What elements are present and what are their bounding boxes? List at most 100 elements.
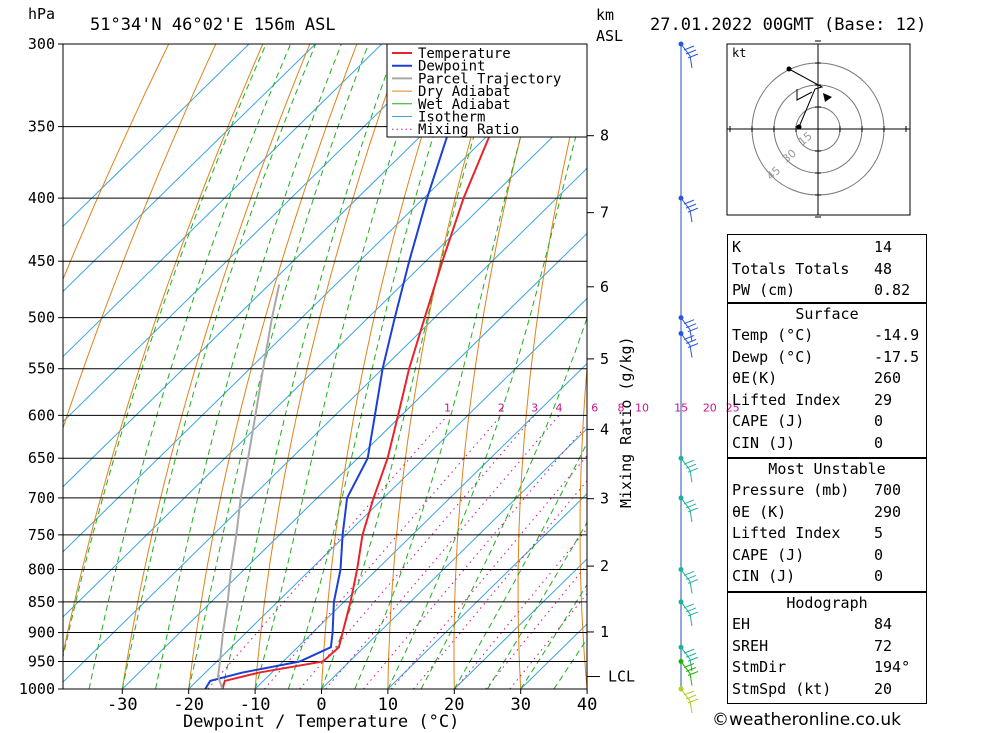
hodograph-row: EH 84 [732, 615, 893, 633]
wind-barb-feather [683, 690, 695, 696]
most-unstable-row: Pressure (mb) 700 [732, 481, 902, 499]
footer-site: weatheronline.co.uk [729, 710, 902, 730]
hodograph-point [796, 124, 802, 130]
wind-barb-shaft [680, 317, 693, 342]
isotherm-line [121, 232, 587, 689]
wind-barb-feather [683, 570, 695, 576]
mixing-ratio-label: 2 [498, 401, 505, 414]
dry-adiabat-line [63, 44, 217, 430]
pressure-unit-label: hPa [28, 5, 55, 23]
mixing-ratio-line [363, 423, 587, 689]
mixing-ratio-label: 1 [444, 401, 451, 414]
wind-barb-shaft [680, 457, 693, 483]
wind-barb-shaft [680, 601, 693, 627]
wind-barb-feather [683, 199, 695, 205]
wind-barb-feather [685, 694, 697, 700]
legend-box [386, 43, 588, 138]
wind-barb-feather [683, 45, 695, 51]
dewpoint-line [204, 44, 503, 689]
y-tick-label: 800 [28, 560, 55, 578]
km-tick-label: 4 [600, 420, 609, 438]
wind-barb [680, 43, 699, 69]
y-tick-label: 900 [28, 624, 55, 642]
x-tick-label: -10 [240, 695, 271, 715]
km-tick-label: 8 [600, 127, 609, 145]
y-tick-label: 650 [28, 449, 55, 467]
y-axis-ticks: 300 350 400 450 500 550 600 650 700 750 800 850 900 9… [19, 35, 63, 698]
wind-barb-feather [685, 652, 697, 658]
surface-row: Dewp (°C) -17.5 [732, 347, 920, 366]
parcel-trajectory-line [216, 284, 281, 689]
datetime-title: 27.01.2022 00GMT (Base: 12) [650, 15, 926, 35]
wet-adiabat-line [453, 441, 587, 689]
x-axis-ticks: -30 -20 -10 0 10 20 30 40 [107, 689, 597, 715]
wind-barb-feather [685, 323, 697, 329]
wet-adiabat-line [420, 316, 587, 689]
wet-adiabat-line [287, 44, 463, 689]
index-row-pw: PW (cm) 0.82 [732, 281, 911, 300]
y-tick-label: 1000 [19, 680, 55, 698]
wind-barb-feather [685, 339, 697, 344]
isotherm-line [321, 428, 587, 689]
footer-credit[interactable]: ©weatheronline.co.uk [712, 710, 901, 730]
dry-adiabat-line [63, 44, 170, 281]
hodograph-storm-vector [796, 89, 813, 101]
isotherm-line [63, 44, 250, 228]
surface-row: θE(K) 260 [732, 369, 902, 388]
legend-item-label: Isotherm [418, 110, 485, 126]
most-unstable-row: Lifted Index 5 [732, 524, 884, 543]
most-unstable-table: Most Unstable Pressure (mb) 700 θE (K) 290… [727, 458, 927, 592]
index-row-totals: Totals Totals 48 [732, 259, 893, 278]
wet-adiabat-line [254, 44, 429, 689]
wind-barb [680, 333, 699, 358]
dry-adiabat-line [321, 44, 452, 689]
hodograph-row: StmDir 194° [732, 658, 911, 677]
legend-item-label: Dewpoint [418, 59, 485, 75]
wind-barb-feather [687, 671, 699, 676]
legend-item-label: Dry Adiabat [418, 84, 511, 100]
location-title: 51°34'N 46°02'E 156m ASL [90, 15, 336, 35]
wind-barb [680, 688, 699, 714]
isotherm-line [63, 44, 383, 358]
most-unstable-row: CIN (J) 0 [732, 567, 884, 586]
y-tick-label: 350 [28, 118, 55, 136]
isotherm-line [63, 44, 316, 293]
y-tick-label: 700 [28, 489, 55, 507]
wind-barb-shaft [680, 43, 693, 69]
wind-barb-feather [687, 698, 699, 704]
hodograph-storm-arrow [823, 93, 832, 102]
isotherm-line [63, 167, 587, 683]
wind-barb-feather [683, 499, 695, 505]
isotherm-line [63, 102, 587, 618]
wind-barb-feather [685, 574, 697, 580]
wet-adiabat-line [155, 44, 342, 689]
x-tick-label: 0 [316, 695, 326, 715]
wind-barb-feather [687, 507, 699, 513]
wind-barb-feather [683, 319, 695, 325]
hodograph-unit: kt [732, 46, 746, 60]
wind-barb [680, 317, 699, 342]
wet-adiabat-line [221, 44, 398, 689]
hodograph-row: StmSpd (kt) 20 [732, 679, 893, 698]
y-tick-label: 500 [28, 309, 55, 327]
mixing-ratio-line [454, 528, 587, 689]
km-label: km [596, 6, 614, 24]
surface-row: CAPE (J) 0 [732, 412, 884, 431]
legend-item-label: Wet Adiabat [418, 97, 511, 113]
wind-barb-feather [687, 343, 699, 348]
wind-barb-feather [687, 656, 699, 662]
x-tick-label: 40 [577, 695, 597, 715]
km-tick-label: 2 [600, 557, 609, 575]
wind-barb-feather [685, 503, 697, 509]
mixing-ratio-label: 3 [531, 401, 538, 414]
hodograph-point [786, 66, 792, 72]
dry-adiabat-line [387, 44, 499, 689]
legend-item-label: Parcel Trajectory [418, 71, 561, 87]
wind-barb-feather [685, 667, 697, 672]
wind-barb-shaft [680, 569, 693, 594]
isotherm-line [63, 44, 449, 423]
km-tick-label: 7 [600, 204, 609, 222]
y-tick-label: 300 [28, 35, 55, 53]
